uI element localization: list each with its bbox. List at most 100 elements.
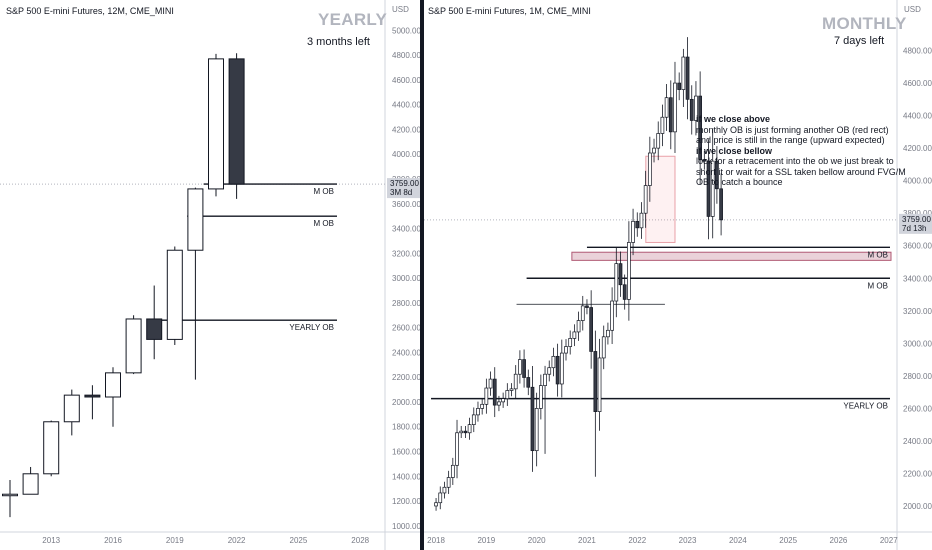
- monthly-candle-body[interactable]: [471, 414, 476, 425]
- monthly-candle-body[interactable]: [539, 385, 543, 409]
- monthly-candle-body[interactable]: [551, 355, 556, 369]
- monthly-fvg-zone[interactable]: [571, 251, 892, 261]
- monthly-candle-body[interactable]: [476, 408, 480, 416]
- monthly-candle-body[interactable]: [513, 373, 518, 390]
- monthly-candle-body[interactable]: [643, 185, 648, 214]
- monthly-candle-body[interactable]: [434, 502, 438, 507]
- monthly-candle-body[interactable]: [597, 357, 602, 412]
- yearly-candle-body[interactable]: [166, 249, 183, 340]
- monthly-candle-body[interactable]: [677, 82, 682, 90]
- monthly-candle-body[interactable]: [505, 390, 510, 399]
- yearly-candle-body[interactable]: [125, 318, 142, 374]
- monthly-candle-body[interactable]: [526, 377, 531, 388]
- yearly-candle-body[interactable]: [228, 58, 245, 185]
- monthly-candle-body[interactable]: [522, 359, 526, 378]
- monthly-candle-body[interactable]: [484, 387, 489, 405]
- monthly-candle-body[interactable]: [455, 432, 459, 466]
- monthly-forming-ob-box[interactable]: [645, 155, 676, 243]
- monthly-candle-body[interactable]: [614, 263, 619, 302]
- yearly-timeframe-label: YEARLY: [318, 10, 388, 29]
- yearly-ob-label: M OB: [314, 219, 334, 228]
- trade-note: if we close above monthly OB is just for…: [696, 114, 906, 188]
- monthly-candle-body[interactable]: [492, 378, 497, 406]
- yearly-candle-body[interactable]: [146, 318, 163, 340]
- yearly-candle-body[interactable]: [2, 493, 18, 497]
- monthly-candle-body[interactable]: [656, 133, 661, 149]
- monthly-candle-body[interactable]: [618, 263, 623, 286]
- monthly-candle-body[interactable]: [497, 401, 501, 406]
- yearly-price-tick: 5000.00: [392, 26, 421, 35]
- pane-divider[interactable]: [420, 0, 424, 550]
- monthly-chart-pane[interactable]: USD 2000.00 2200.00 2400.00 2600.00 2800.00 30…: [424, 0, 932, 550]
- monthly-countdown-label: 7 days left: [834, 35, 885, 47]
- monthly-price-tick: 2800.00: [903, 372, 932, 381]
- yearly-chart[interactable]: USD 1000.00 1200.00 1400.00 1600.00 1800.00 20…: [0, 0, 421, 550]
- monthly-candle-body[interactable]: [518, 359, 522, 375]
- monthly-candle-body[interactable]: [568, 338, 573, 347]
- yearly-price-tick: 4600.00: [392, 76, 421, 85]
- monthly-candle-body[interactable]: [488, 378, 493, 389]
- monthly-candle-body[interactable]: [564, 346, 568, 354]
- monthly-candle-body[interactable]: [610, 300, 614, 331]
- monthly-candle-body[interactable]: [509, 388, 514, 391]
- monthly-candle-body[interactable]: [580, 305, 585, 321]
- monthly-candle-body[interactable]: [702, 159, 707, 162]
- monthly-price-tick: 3800.00: [903, 209, 932, 218]
- monthly-candle-body[interactable]: [694, 95, 698, 121]
- yearly-candle-body[interactable]: [22, 473, 39, 495]
- monthly-candle-body[interactable]: [501, 398, 505, 403]
- yearly-candle-body[interactable]: [105, 372, 121, 398]
- monthly-candle-body[interactable]: [673, 82, 677, 133]
- monthly-candle-body[interactable]: [698, 95, 702, 160]
- yearly-candle-body[interactable]: [84, 394, 101, 398]
- monthly-price-tick: 4200.00: [903, 144, 932, 153]
- monthly-candle-body[interactable]: [438, 492, 443, 504]
- monthly-candle-body[interactable]: [635, 220, 640, 229]
- monthly-candle-body[interactable]: [442, 486, 447, 494]
- yearly-candle-body[interactable]: [63, 394, 80, 423]
- yearly-candle-body[interactable]: [208, 58, 224, 190]
- monthly-candle-body[interactable]: [585, 305, 589, 308]
- monthly-candle-body[interactable]: [622, 284, 627, 300]
- monthly-currency-label: USD: [904, 5, 921, 14]
- monthly-candle-body[interactable]: [689, 98, 694, 121]
- monthly-candle-body[interactable]: [652, 147, 656, 154]
- monthly-candle-body[interactable]: [467, 424, 472, 434]
- monthly-candle-body[interactable]: [543, 373, 547, 386]
- monthly-candle-body[interactable]: [631, 220, 635, 243]
- monthly-candle-body[interactable]: [459, 430, 464, 434]
- monthly-candle-body[interactable]: [450, 464, 455, 478]
- monthly-candle-body[interactable]: [576, 320, 581, 333]
- monthly-candle-body[interactable]: [719, 188, 723, 221]
- monthly-candle-body[interactable]: [463, 430, 468, 434]
- monthly-candle-body[interactable]: [627, 242, 631, 300]
- monthly-candle-body[interactable]: [593, 351, 598, 412]
- monthly-candle-body[interactable]: [601, 336, 606, 359]
- monthly-candle-body[interactable]: [530, 386, 535, 452]
- yearly-time-tick: 2022: [228, 536, 246, 545]
- yearly-candle-body[interactable]: [43, 421, 60, 475]
- monthly-candle-body[interactable]: [710, 160, 715, 217]
- monthly-candle-body[interactable]: [664, 97, 669, 118]
- monthly-candle-body[interactable]: [547, 367, 552, 375]
- monthly-candle-body[interactable]: [480, 403, 485, 409]
- yearly-price-tick: 3000.00: [392, 274, 421, 283]
- monthly-chart[interactable]: USD 2000.00 2200.00 2400.00 2600.00 2800.00 30…: [424, 0, 932, 550]
- monthly-candle-body[interactable]: [534, 408, 539, 452]
- yearly-chart-pane[interactable]: USD 1000.00 1200.00 1400.00 1600.00 1800.00 20…: [0, 0, 421, 550]
- monthly-candle-body[interactable]: [606, 329, 610, 338]
- monthly-candle-body[interactable]: [706, 160, 711, 217]
- monthly-candle-body[interactable]: [639, 212, 644, 229]
- yearly-candle-body[interactable]: [187, 188, 204, 251]
- monthly-candle-body[interactable]: [668, 97, 673, 133]
- monthly-candle-body[interactable]: [685, 56, 690, 100]
- monthly-candle-body[interactable]: [715, 160, 719, 190]
- monthly-candle-body[interactable]: [572, 331, 577, 339]
- monthly-candle-body[interactable]: [446, 477, 451, 488]
- monthly-candle-body[interactable]: [681, 56, 686, 90]
- monthly-candle-body[interactable]: [660, 116, 665, 134]
- monthly-candle-body[interactable]: [647, 152, 652, 186]
- monthly-candle-body[interactable]: [589, 307, 594, 352]
- monthly-candle-body[interactable]: [559, 352, 564, 385]
- monthly-candle-body[interactable]: [555, 355, 560, 385]
